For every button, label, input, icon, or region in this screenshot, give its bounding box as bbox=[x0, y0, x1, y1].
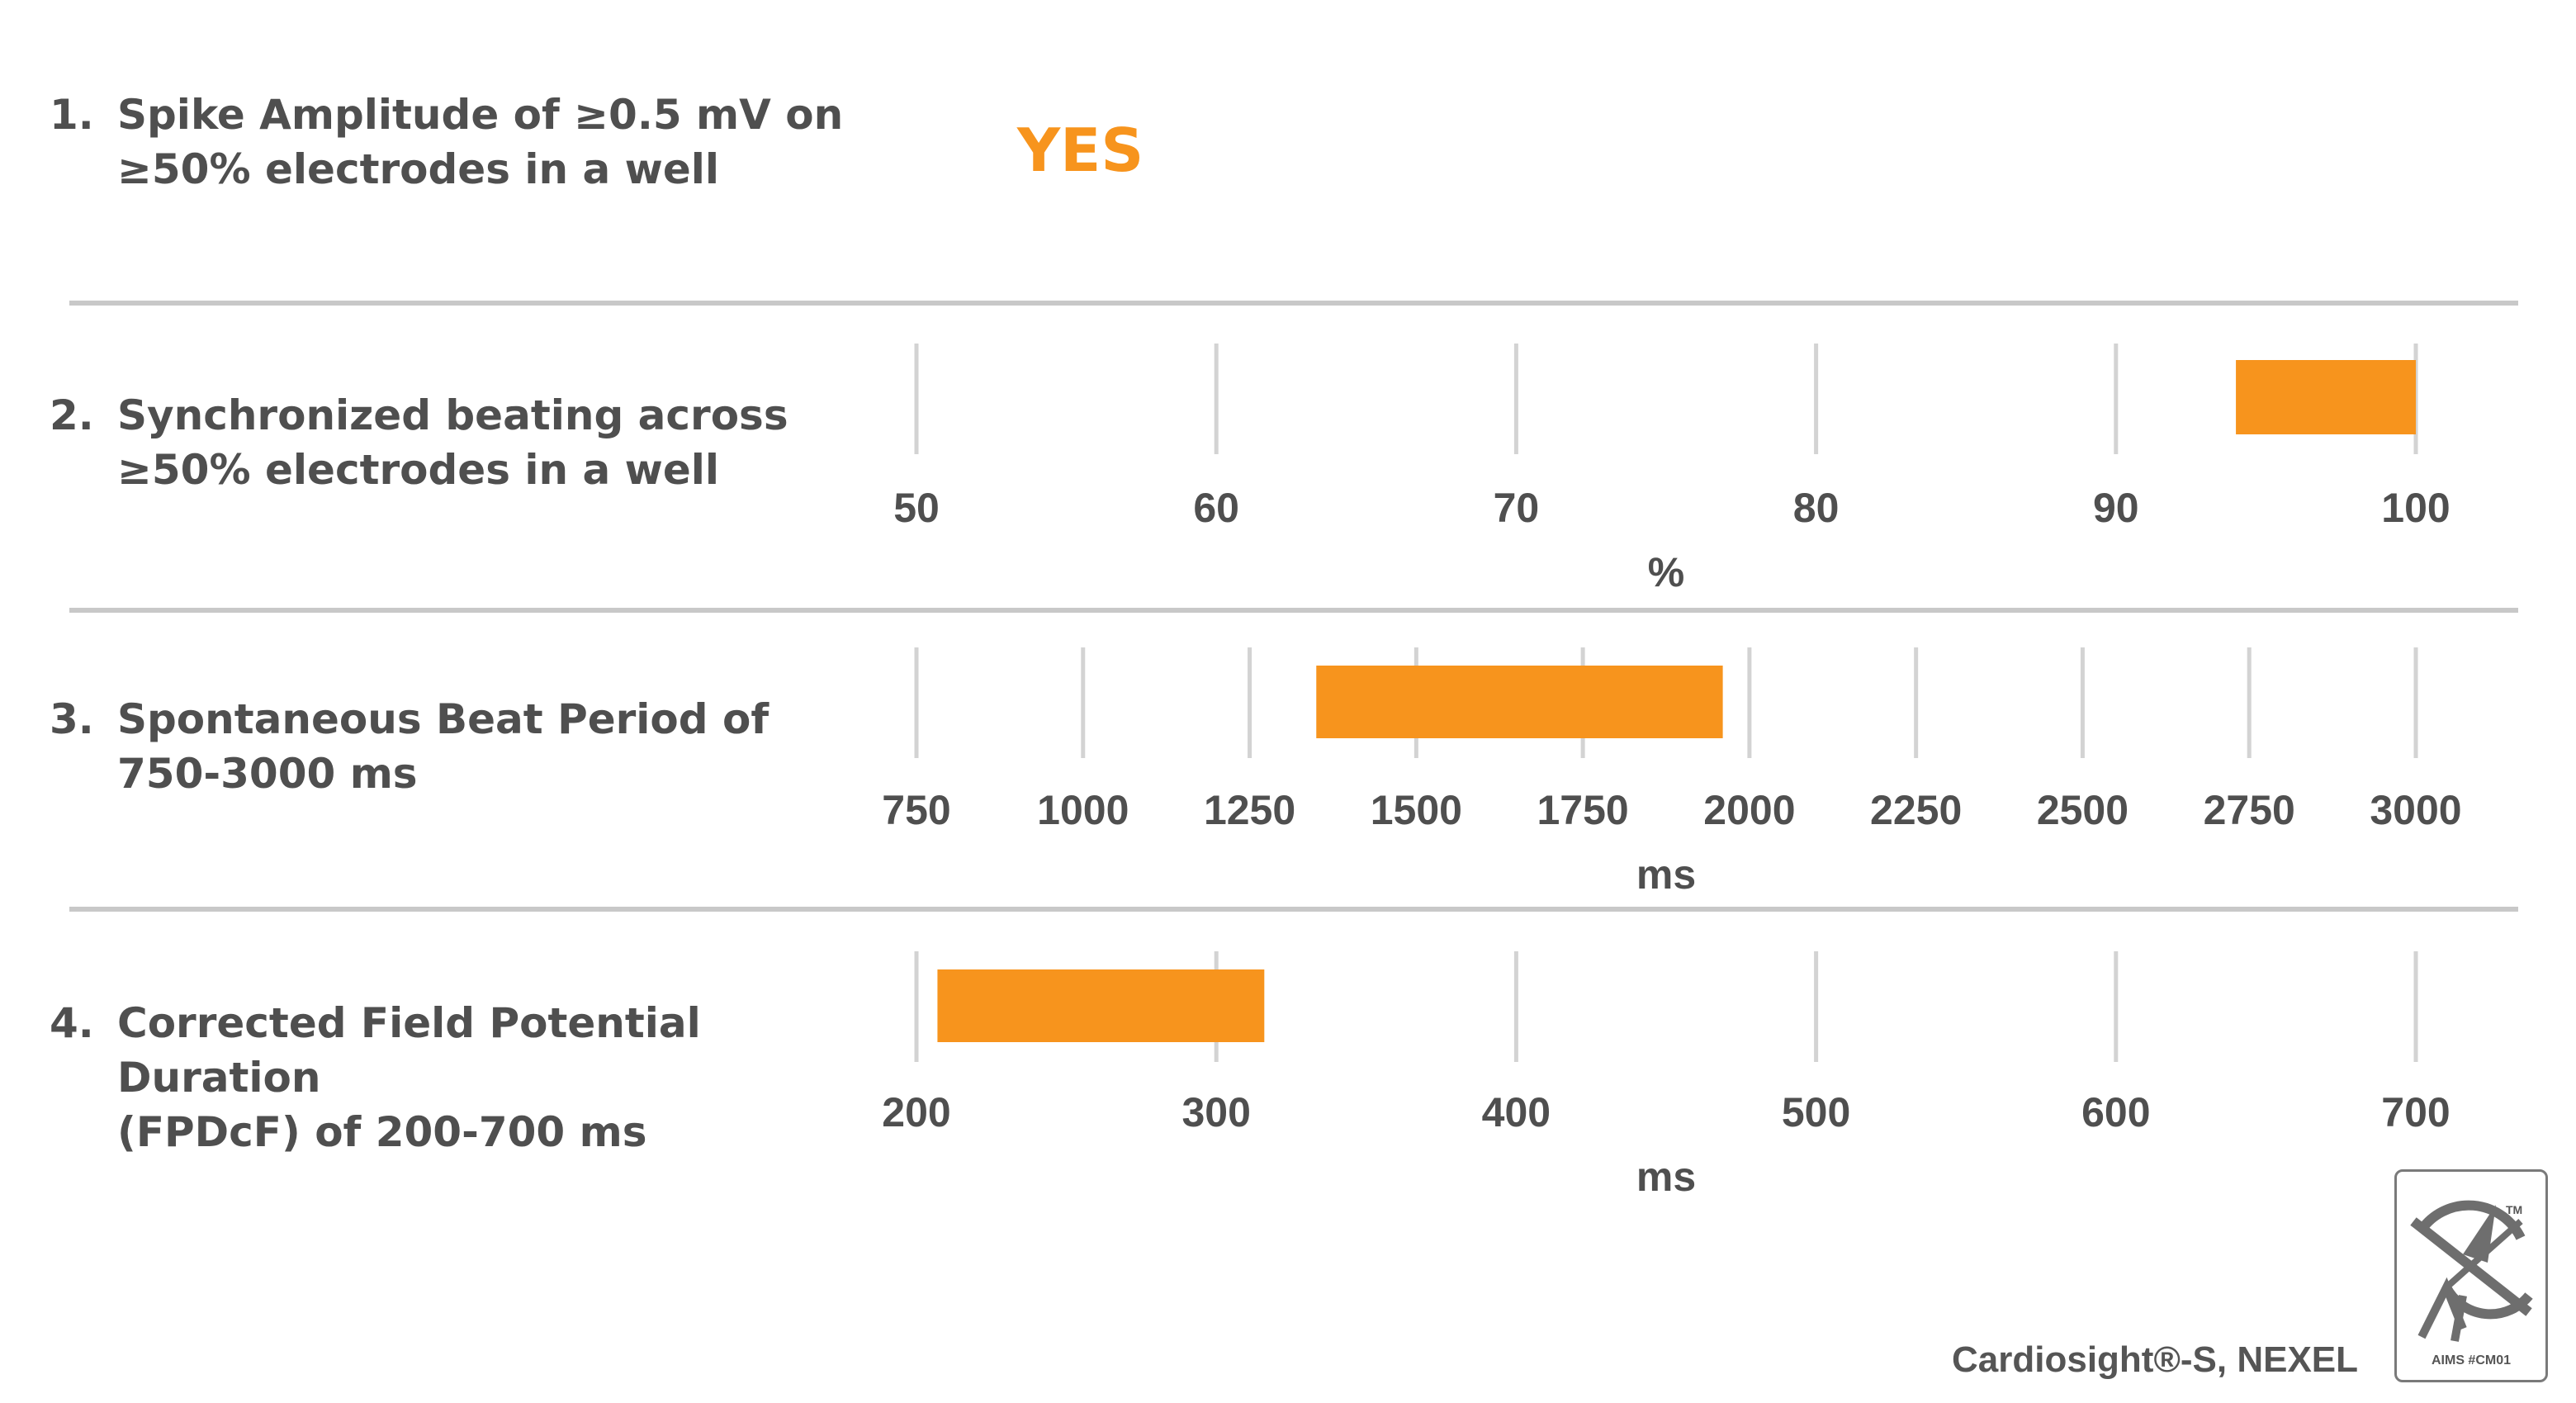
tick-label: 500 bbox=[1782, 1089, 1850, 1135]
range-bar bbox=[2236, 360, 2416, 434]
tick-label: 750 bbox=[882, 787, 950, 833]
tick-label: 1750 bbox=[1537, 787, 1628, 833]
tick-label: 1500 bbox=[1371, 787, 1462, 833]
tick-label: 2250 bbox=[1870, 787, 1962, 833]
footer-credit: Cardiosight®-S, NEXEL bbox=[1952, 1339, 2359, 1380]
tick-label: 300 bbox=[1181, 1089, 1250, 1135]
divider bbox=[69, 301, 2518, 306]
tick-label: 100 bbox=[2381, 485, 2450, 531]
aims-logo: TM AIMS #CM01 bbox=[2394, 1169, 2548, 1382]
tick-label: 2500 bbox=[2037, 787, 2129, 833]
criterion-number: 2. bbox=[50, 391, 94, 439]
criterion-text-line2: (FPDcF) of 200-700 ms bbox=[117, 1108, 647, 1156]
criterion-number: 1. bbox=[50, 91, 94, 139]
criterion-text-line1: Synchronized beating across bbox=[117, 391, 788, 439]
criterion-text-line2: ≥50% electrodes in a well bbox=[117, 446, 720, 494]
criterion-text-line2: 750-3000 ms bbox=[117, 750, 418, 798]
axis-unit-label: ms bbox=[1636, 851, 1696, 898]
divider bbox=[69, 907, 2518, 912]
criterion-text-line1: Spontaneous Beat Period of bbox=[117, 695, 769, 743]
tick-label: 50 bbox=[893, 485, 940, 531]
logo-caption: AIMS #CM01 bbox=[2431, 1353, 2512, 1367]
criterion-text-line1: Spike Amplitude of ≥0.5 mV on bbox=[117, 91, 844, 139]
tick-label: 90 bbox=[2093, 485, 2139, 531]
tick-label: 1250 bbox=[1204, 787, 1295, 833]
criterion-text-line1: Corrected Field Potential Duration bbox=[117, 999, 701, 1102]
tick-label: 600 bbox=[2081, 1089, 2150, 1135]
range-bar bbox=[1316, 666, 1723, 738]
result-yes: YES bbox=[1017, 116, 1144, 185]
tick-label: 2750 bbox=[2204, 787, 2295, 833]
criterion-text-line2: ≥50% electrodes in a well bbox=[117, 145, 720, 193]
tick-label: 200 bbox=[882, 1089, 950, 1135]
tick-label: 70 bbox=[1494, 485, 1540, 531]
tick-label: 80 bbox=[1793, 485, 1840, 531]
tick-label: 700 bbox=[2381, 1089, 2450, 1135]
criterion-number: 3. bbox=[50, 695, 94, 743]
criterion-number: 4. bbox=[50, 999, 94, 1047]
axis-unit-label: % bbox=[1648, 549, 1684, 595]
trademark-mark: TM bbox=[2506, 1203, 2523, 1216]
tick-label: 1000 bbox=[1037, 787, 1129, 833]
tick-label: 400 bbox=[1482, 1089, 1551, 1135]
divider bbox=[69, 608, 2518, 613]
tick-label: 60 bbox=[1193, 485, 1239, 531]
aims-logo-icon bbox=[2410, 1200, 2533, 1342]
axis-unit-label: ms bbox=[1636, 1154, 1696, 1200]
range-bar bbox=[937, 969, 1265, 1042]
tick-label: 3000 bbox=[2370, 787, 2461, 833]
tick-label: 2000 bbox=[1703, 787, 1795, 833]
